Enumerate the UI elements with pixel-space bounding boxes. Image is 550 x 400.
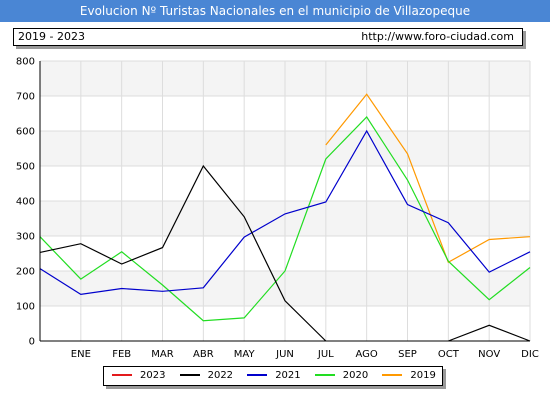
x-tick-label: OCT (438, 349, 460, 360)
legend-swatch (382, 374, 403, 376)
grid-lines (40, 60, 531, 342)
y-tick-label: 100 (16, 302, 35, 313)
x-tick-label: JUL (317, 349, 334, 360)
series-layer (39, 93, 531, 342)
x-tick-label: DIC (521, 349, 539, 360)
info-bar: 2019 - 2023 http://www.foro-ciudad.com (13, 28, 523, 46)
legend-item-2020: 2020 (314, 367, 369, 385)
x-tick-label: SEP (398, 349, 417, 360)
legend-label: 2022 (207, 370, 234, 381)
x-tick-label: ABR (193, 349, 214, 360)
legend-swatch (112, 374, 132, 376)
series-line-2021 (39, 129, 531, 296)
legend-label: 2023 (140, 370, 166, 381)
x-tick-label: NOV (478, 349, 500, 360)
axes (39, 61, 530, 342)
legend-item-2021: 2021 (247, 367, 301, 385)
x-tick-label: ENE (71, 349, 91, 360)
x-tick-label: AGO (356, 349, 378, 360)
y-tick-label: 0 (29, 337, 35, 348)
x-axis-ticks: ENE FEB MAR ABR MAY JUN JUL AGO SEP OCT NOV DIC (71, 349, 539, 360)
legend-item-2022: 2022 (179, 367, 234, 385)
y-tick-label: 800 (16, 57, 35, 68)
x-tick-label: MAY (234, 349, 256, 360)
y-axis-ticks: 0 100 200 300 400 500 600 700 800 (16, 57, 35, 348)
x-tick-label: JUN (275, 349, 294, 360)
y-tick-label: 300 (16, 232, 35, 243)
legend-label: 2019 (410, 370, 436, 381)
series-line-2022 (39, 164, 327, 342)
y-tick-label: 500 (16, 162, 35, 173)
x-tick-label: FEB (112, 349, 131, 360)
legend-swatch (179, 374, 200, 376)
y-tick-label: 600 (16, 127, 35, 138)
y-tick-label: 400 (16, 197, 35, 208)
period-label: 2019 - 2023 (18, 30, 85, 43)
x-tick-label: MAR (151, 349, 173, 360)
legend-swatch (247, 374, 268, 376)
y-tick-label: 700 (16, 92, 35, 103)
series-line-2019 (325, 93, 531, 264)
y-tick-label: 200 (16, 267, 35, 278)
legend-label: 2021 (275, 370, 301, 381)
source-url: http://www.foro-ciudad.com (361, 30, 514, 43)
legend-item-2023: 2023 (112, 367, 165, 385)
legend-label: 2020 (342, 370, 369, 381)
chart-title: Evolucion Nº Turistas Nacionales en el m… (0, 0, 550, 22)
legend: 2023 2022 2021 2020 2019 (103, 366, 443, 386)
legend-swatch (314, 374, 335, 376)
series-line-2022 (448, 324, 531, 342)
legend-item-2019: 2019 (382, 367, 436, 385)
series-line-2020 (39, 116, 531, 322)
